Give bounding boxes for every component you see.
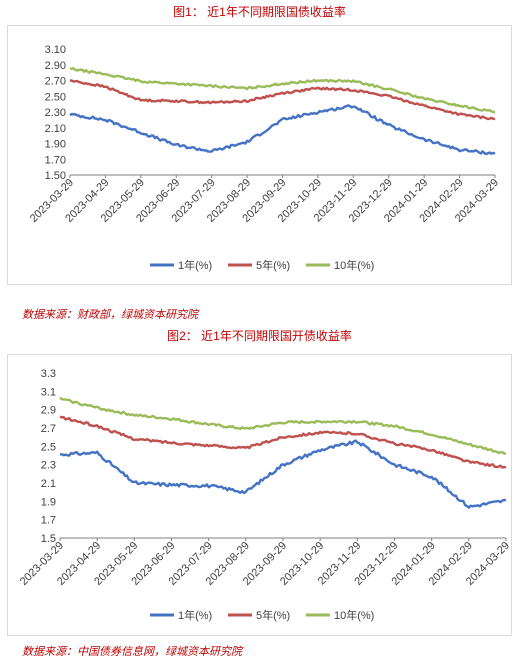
y-tick-label: 2.90 [45, 60, 66, 72]
figure1-source: 数据来源：财政部，绿城资本研究院 [22, 309, 198, 321]
legend-label: 5年(%) [256, 608, 290, 622]
series-line-1y [69, 104, 496, 156]
y-tick-label: 2.7 [41, 423, 56, 435]
y-tick-label: 2.3 [41, 460, 56, 472]
series-line-1y [59, 439, 507, 509]
series-line-5y [69, 79, 496, 121]
y-tick-label: 2.30 [45, 107, 66, 119]
chart2-svg: 3.33.12.92.72.52.32.11.91.71.52023-03-29… [18, 368, 512, 622]
legend-label: 10年(%) [334, 608, 374, 622]
y-tick-label: 2.10 [45, 123, 66, 135]
y-tick-label: 1.90 [45, 139, 66, 151]
y-tick-label: 1.70 [45, 154, 66, 166]
y-tick-label: 1.50 [45, 170, 66, 182]
figure2-source: 数据来源：中国债券信息网，绿城资本研究院 [22, 646, 242, 658]
y-tick-label: 1.7 [41, 515, 56, 527]
figure2-title: 图2： 近1年不同期限国开债收益率 [167, 329, 352, 343]
chart1-svg: 3.102.902.702.502.302.101.901.701.502023… [28, 44, 501, 272]
legend-label: 10年(%) [334, 258, 374, 272]
y-tick-label: 2.5 [41, 441, 56, 453]
series-line-5y [59, 415, 507, 469]
series-line-10y [69, 67, 496, 114]
y-tick-label: 2.1 [41, 478, 56, 490]
chart1-frame: 3.10 2.90 2.70 2.50 2.30 2.10 1.90 1.70 1.50 2023… [7, 25, 512, 285]
chart2-frame: 3.3 3.1 2.9 2.7 2.5 2.3 2.1 1.9 1.7 1.5 2023-03-29… [7, 354, 512, 636]
legend-label: 1年(%) [178, 258, 212, 272]
legend-label: 1年(%) [178, 608, 212, 622]
y-tick-label: 1.9 [41, 496, 56, 508]
y-tick-label: 2.50 [45, 91, 66, 103]
y-tick-label: 3.3 [41, 368, 56, 380]
legend-label: 5年(%) [256, 258, 290, 272]
y-tick-label: 3.10 [45, 44, 66, 56]
figure1-title: 图1： 近1年不同期限国债收益率 [173, 5, 346, 19]
y-tick-label: 1.5 [41, 533, 56, 545]
y-tick-label: 2.70 [45, 76, 66, 88]
y-tick-label: 2.9 [41, 405, 56, 417]
y-tick-label: 3.1 [41, 386, 56, 398]
series-line-10y [59, 396, 507, 455]
